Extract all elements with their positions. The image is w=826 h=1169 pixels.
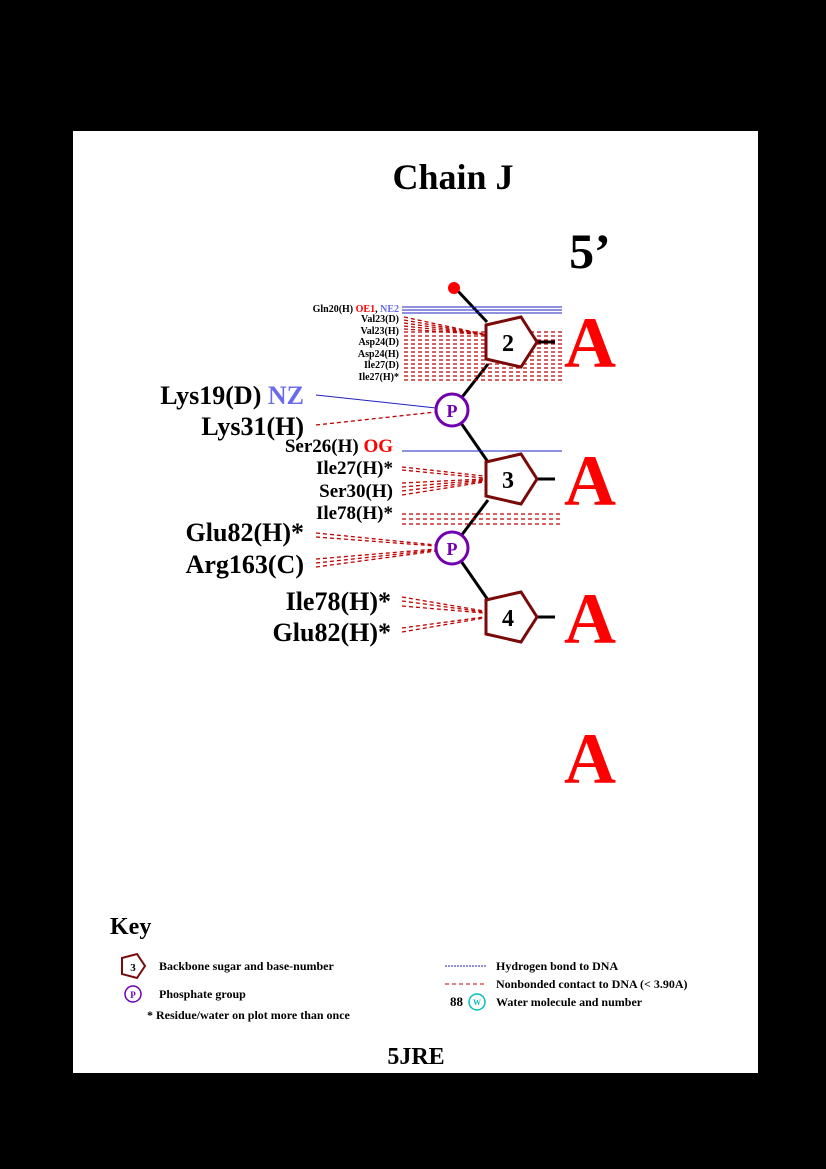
hbond-lines (315, 306, 562, 452)
key-sugar-icon (121, 952, 147, 980)
phos1-contacts: Lys19(D) NZ Lys31(H) (160, 381, 304, 441)
base-2: A (564, 441, 616, 521)
key-repeat-note: * Residue/water on plot more than once (147, 1008, 351, 1022)
sugar-pentagon-2 (484, 315, 539, 369)
chain-diagram: Chain J 5’ (110, 157, 688, 1070)
sugar-2: 2 (484, 315, 539, 369)
contact-label: Ile27(D) (364, 360, 399, 371)
base-3: A (564, 579, 616, 659)
sugar-pentagon-4 (484, 590, 539, 644)
key-hbond-text: Hydrogen bond to DNA (496, 959, 618, 973)
chain-title: Chain J (392, 157, 513, 197)
nonbonded-lines (315, 316, 562, 633)
contact-label: Asp24(H) (358, 349, 399, 360)
key-nonbonded-text: Nonbonded contact to DNA (< 3.90A) (496, 977, 688, 991)
phosphate-label-2: P (447, 539, 458, 559)
key: Key 3 Backbone sugar and base-number P P… (110, 914, 688, 1022)
contact-label: Ile78(H)* (316, 503, 393, 524)
phos2-contacts: Glu82(H)* Arg163(C) (186, 518, 304, 579)
key-water-symbol: W (473, 998, 481, 1007)
contact-label: Gln20(H) OE1, NE2 (313, 304, 399, 315)
diagram-page: Chain J 5’ (73, 131, 758, 1073)
contact-label: Glu82(H)* (273, 618, 391, 647)
key-phosphate-icon (124, 985, 142, 1003)
key-phosphate-text: Phosphate group (159, 987, 246, 1001)
sugar-4: 4 (484, 590, 539, 644)
key-water-text: Water molecule and number (496, 995, 643, 1009)
contact-label: Ile78(H)* (286, 587, 391, 616)
contact-label: Ser30(H) (319, 481, 393, 502)
contact-label: Arg163(C) (186, 550, 304, 579)
key-sugar-number: 3 (130, 962, 136, 974)
key-title: Key (110, 914, 151, 940)
contact-label: Ile27(H)* (316, 458, 393, 479)
key-phosphate-label: P (130, 990, 136, 1000)
key-water-number: 88 (450, 994, 464, 1009)
phosphate-1: P (434, 392, 470, 428)
base-4: A (564, 719, 616, 799)
terminal-atom (448, 282, 460, 294)
key-sugar-text: Backbone sugar and base-number (159, 959, 334, 973)
phosphate-2: P (434, 530, 470, 566)
sugar2-contacts: Gln20(H) OE1, NE2 Val23(D) Val23(H) Asp2… (313, 304, 399, 383)
bases: A A A A (564, 303, 616, 799)
contact-label: Glu82(H)* (186, 518, 304, 547)
contact-label: Val23(H) (360, 326, 399, 337)
contact-label: Asp24(D) (358, 337, 399, 348)
sugar4-contacts: Ile78(H)* Glu82(H)* (273, 587, 391, 647)
contact-label: Ser26(H) OG (285, 436, 393, 457)
key-water-icon (468, 993, 486, 1011)
pdb-code: 5JRE (387, 1044, 444, 1070)
sugar3-contacts: Ser26(H) OG Ile27(H)* Ser30(H) Ile78(H)* (285, 436, 393, 524)
sugar-number-4: 4 (502, 606, 514, 632)
sugar-pentagon-3 (484, 452, 539, 506)
contact-label: Val23(D) (361, 314, 399, 325)
contact-label: Lys31(H) (201, 412, 304, 441)
contact-label: Lys19(D) NZ (160, 381, 304, 410)
sugar-3: 3 (484, 452, 539, 506)
phosphate-label-1: P (447, 401, 458, 421)
sugar-number-3: 3 (502, 468, 514, 494)
sugar-number-2: 2 (502, 331, 514, 357)
base-1: A (564, 303, 616, 383)
contact-label: Ile27(H)* (358, 372, 399, 383)
strand-end-label: 5’ (569, 223, 611, 279)
